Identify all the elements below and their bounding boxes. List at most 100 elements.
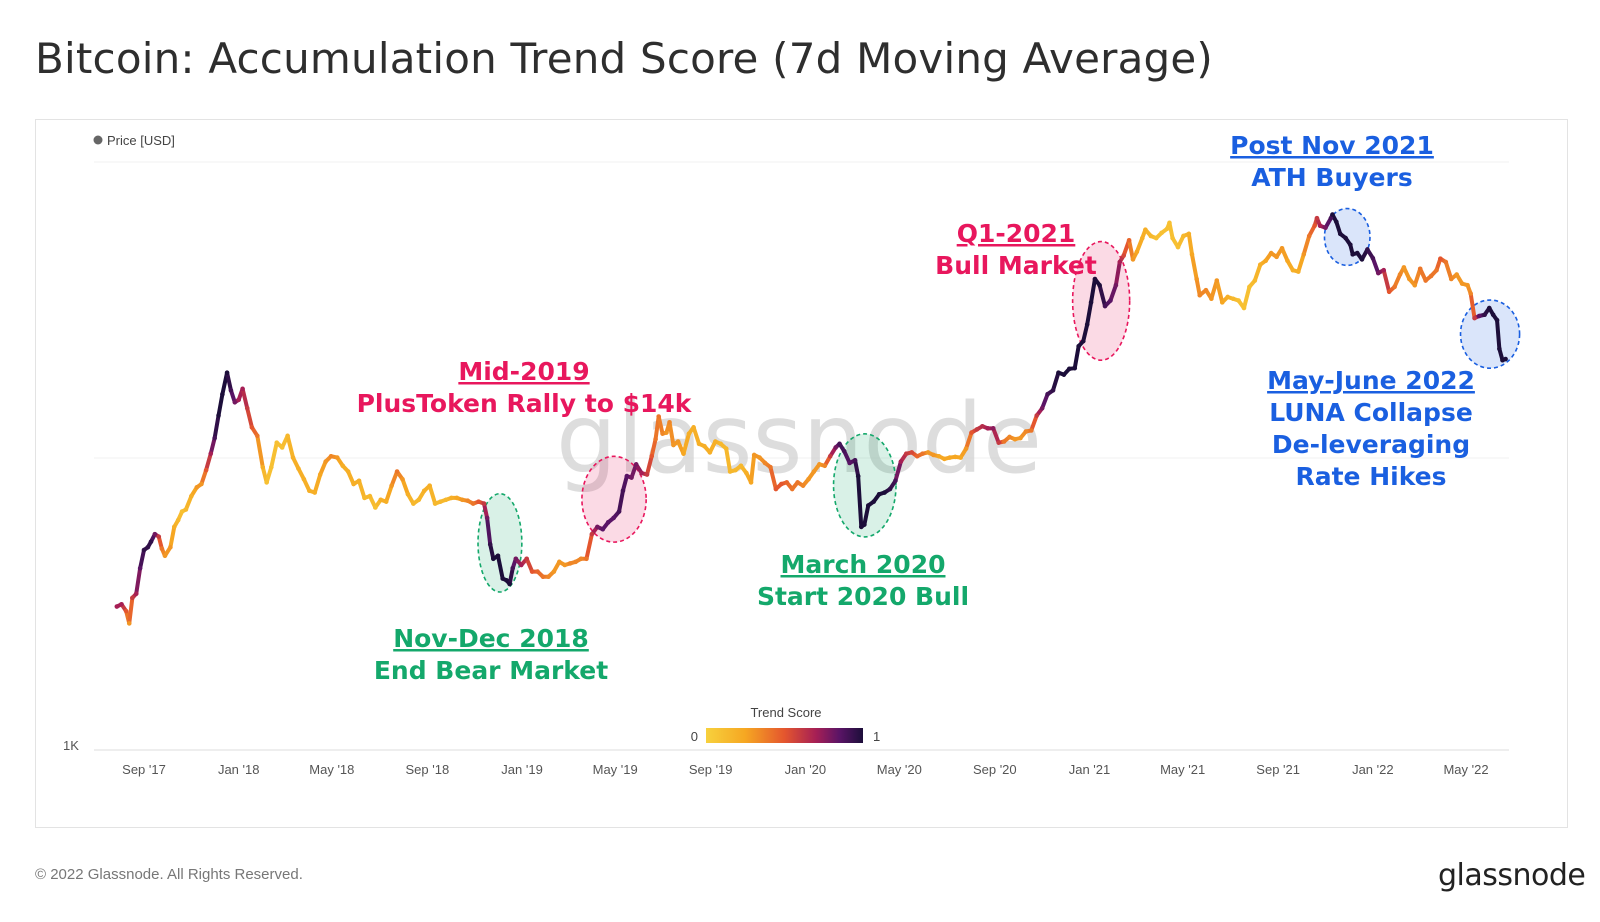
price-segment [524,556,535,574]
price-point [535,569,540,574]
price-segment [1186,231,1194,257]
price-segment [384,483,394,504]
price-point [228,388,234,393]
price-point [800,483,806,488]
price-point [279,445,285,450]
price-segment [1194,276,1202,298]
price-segment [768,465,778,492]
price-point [1438,256,1443,261]
price-point [589,531,595,537]
x-tick-label: Jan '19 [501,762,543,777]
price-point [624,473,630,479]
price-point [212,435,217,441]
price-point [1170,235,1175,241]
price-point [1285,258,1290,263]
price-point [290,455,296,460]
price-segment [667,420,676,448]
annotation-line: ATH Buyers [1251,163,1412,192]
price-point [852,457,858,463]
price-point [1355,250,1360,256]
price-segment [1085,300,1094,327]
brand-logo[interactable]: glassnode [1438,858,1586,893]
x-tick-label: Sep '17 [122,762,166,777]
price-point [779,481,784,487]
price-point [686,431,692,436]
price-point [811,469,817,474]
price-segment [1214,278,1225,305]
price-point [194,485,200,490]
price-point [909,450,915,455]
price-point [1472,315,1477,321]
price-point [373,505,378,510]
price-point [171,524,177,530]
price-point [274,440,280,445]
price-point [822,463,828,469]
price-point [600,526,606,532]
price-point [1323,225,1328,231]
price-point [1197,292,1203,298]
price-point [269,464,274,470]
price-point [513,556,519,562]
price-segment [1029,413,1039,433]
price-point [476,499,481,504]
price-point [595,524,600,530]
price-segment [357,478,367,500]
price-point [862,522,867,527]
price-series [114,212,1508,626]
price-point [126,621,132,626]
price-point [925,450,931,455]
annotation-line: End Bear Market [374,656,608,685]
price-point [1417,266,1423,272]
price-segment [318,459,328,477]
price-point [702,443,707,449]
x-tick-label: Jan '20 [785,762,827,777]
price-point [733,467,738,473]
price-point [713,439,718,444]
price-point [768,464,773,470]
price-point [1012,436,1018,442]
annotation-title: May-June 2022 [1267,366,1475,395]
price-point [952,454,958,460]
price-point [152,531,158,537]
price-point [784,480,790,485]
legend[interactable]: Price [USD] [93,133,175,148]
price-point [285,433,290,439]
price-segment [964,430,974,451]
price-segment [482,501,490,520]
price-point [249,425,255,430]
copyright: © 2022 Glassnode. All Rights Reserved. [35,866,303,883]
price-point [1454,272,1459,277]
price-point [1181,233,1186,239]
price-point [264,480,269,485]
price-point [1117,259,1123,265]
price-segment [856,474,864,529]
x-tick-label: May '19 [593,762,638,777]
price-point [148,539,154,545]
price-point [1113,282,1119,288]
price-segment [427,483,438,506]
x-axis: Sep '17 Jan '18 May '18 Sep '18 Jan '19 May '… [122,762,1488,777]
price-point [1001,439,1007,444]
price-point [1365,247,1370,252]
price-segment [584,532,594,561]
price-point [1306,233,1312,239]
price-point [244,406,250,411]
price-point [1392,284,1397,290]
price-point [1076,343,1081,349]
price-point [653,436,658,442]
price-point [578,556,584,562]
annotation-title: Mid-2019 [458,357,589,386]
annotation-line: Bull Market [935,251,1097,280]
price-segment [1301,233,1312,257]
price-point [1296,269,1301,274]
price-segment [134,566,143,596]
legend-dot [93,135,103,145]
price-point [837,441,842,447]
price-point [748,480,754,485]
price-point [718,441,724,447]
legend-label: Price [USD] [107,133,175,148]
price-point [141,547,147,553]
price-point [605,520,611,525]
price-point [481,501,487,506]
price-point [540,574,546,580]
